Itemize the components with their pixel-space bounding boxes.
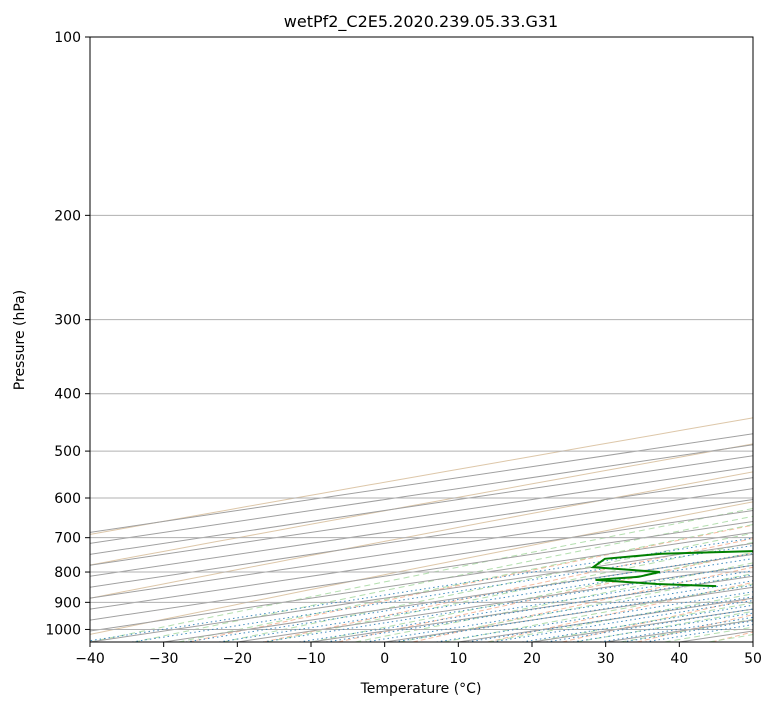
dry-adiabat [263, 538, 753, 642]
x-tick-label: 40 [670, 651, 688, 667]
mixing-ratio-line [492, 600, 753, 642]
mixing-ratio-line [299, 570, 753, 642]
moist-adiabat [487, 593, 753, 642]
mixing-ratio-line [572, 612, 753, 642]
isotherm-line [90, 542, 753, 642]
isotherm-line [90, 477, 753, 577]
mixing-ratio-line [131, 545, 753, 642]
isotherm-line [90, 509, 753, 610]
x-tick-label: −10 [296, 651, 326, 667]
moist-adiabat [310, 551, 753, 642]
y-tick-label: 300 [54, 313, 81, 329]
x-tick-label: 0 [380, 651, 389, 667]
plot-area [90, 37, 753, 642]
mixing-ratio-line [467, 596, 753, 642]
x-axis-title: Temperature (°C) [360, 681, 482, 697]
x-tick-label: −30 [149, 651, 179, 667]
x-tick-label: 20 [523, 651, 541, 667]
isotherm-line [90, 488, 753, 588]
y-tick-label: 400 [54, 387, 81, 403]
isotherm-line [90, 520, 753, 621]
x-tick-label: 10 [449, 651, 467, 667]
dry-adiabat [562, 597, 753, 642]
moist-adiabat [266, 541, 753, 642]
isotherm-line [752, 641, 753, 642]
extra-curve [90, 471, 753, 599]
y-tick-label: 100 [54, 30, 81, 46]
y-tick-label: 500 [54, 444, 81, 460]
extra-curve [90, 443, 753, 566]
isotherm-line [90, 455, 753, 555]
dry-adiabat [636, 614, 753, 642]
x-tick-label: 30 [597, 651, 615, 667]
y-tick-label: 800 [54, 565, 81, 581]
y-tick-label: 900 [54, 595, 81, 611]
isotherm-line [310, 575, 753, 642]
moist-adiabat [90, 507, 753, 642]
chart-title: wetPf2_C2E5.2020.239.05.33.G31 [284, 12, 558, 32]
y-tick-label: 700 [54, 531, 81, 547]
dry-adiabat [188, 524, 753, 642]
extra-curve [90, 417, 753, 535]
extra-curve [90, 501, 753, 635]
dry-adiabat [412, 566, 753, 642]
x-tick-label: −40 [75, 651, 105, 667]
dewpoint-profile [590, 550, 753, 588]
mixing-ratio-line [522, 604, 753, 642]
isotherm-line [90, 433, 753, 533]
plot-frame [89, 36, 754, 643]
moist-adiabat [222, 532, 753, 642]
moist-adiabat [399, 573, 753, 642]
x-tick-label: −20 [223, 651, 253, 667]
isotherm-line [90, 499, 753, 599]
y-axis-title: Pressure (hPa) [12, 290, 28, 390]
isotherm-line [90, 466, 753, 566]
mixing-ratio-line [546, 608, 753, 642]
moist-adiabat [134, 515, 753, 642]
isotherm-line [90, 531, 753, 632]
y-tick-label: 1000 [45, 622, 81, 638]
y-tick-label: 600 [54, 491, 81, 507]
isotherm-line [90, 444, 753, 544]
x-tick-label: 50 [744, 651, 762, 667]
y-tick-label: 200 [54, 208, 81, 224]
axes: −40 −30 −20 −10 0 10 20 30 40 50 100 200 300 400 500 60… [45, 30, 762, 667]
mixing-ratio-line [90, 537, 753, 642]
